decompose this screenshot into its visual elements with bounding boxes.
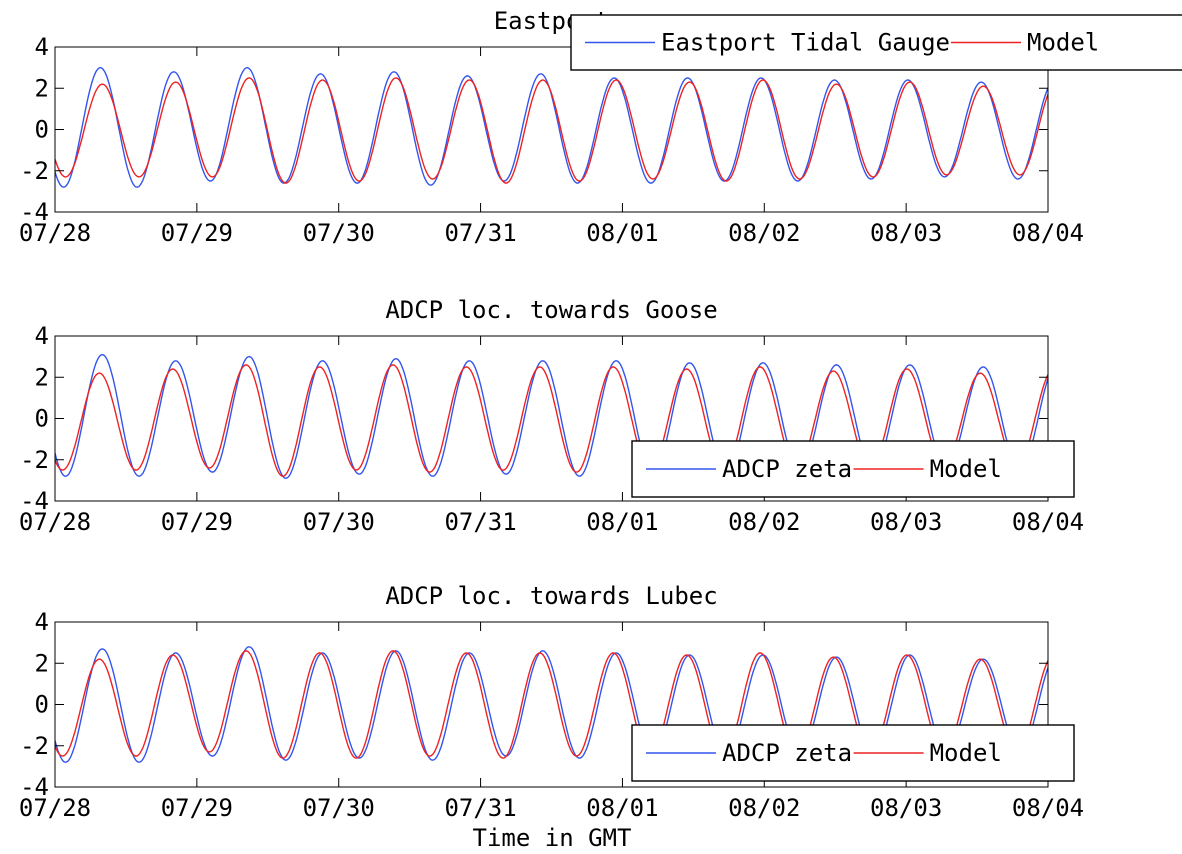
x-tick-label: 08/02 (728, 794, 800, 822)
subplot-3: ADCP loc. towards Lubec 4 2 0 -2 -407/28 07/29… (19, 582, 1084, 822)
legend-label: Eastport Tidal Gauge (661, 29, 950, 57)
x-tick-label: 07/29 (161, 508, 233, 536)
y-tick-label: 0 (35, 691, 49, 719)
series-line-model (55, 77, 1048, 184)
legend-label: Model (930, 455, 1002, 483)
y-tick-label: -4 (20, 198, 49, 226)
x-tick-label: 08/03 (870, 219, 942, 247)
y-tick-label: 2 (35, 363, 49, 391)
x-tick-label: 07/29 (161, 219, 233, 247)
x-tick-label: 08/01 (586, 508, 658, 536)
x-tick-label: 07/29 (161, 794, 233, 822)
x-axis-label: Time in GMT (473, 824, 632, 852)
x-tick-label: 07/31 (444, 219, 516, 247)
x-tick-label: 07/28 (19, 508, 91, 536)
legend-label: Model (930, 739, 1002, 767)
x-tick-label: 07/30 (303, 219, 375, 247)
x-tick-label: 07/31 (444, 794, 516, 822)
y-tick-label: 4 (35, 322, 49, 350)
x-tick-label: 07/31 (444, 508, 516, 536)
axes-box (54, 46, 1049, 213)
y-tick-label: -2 (20, 446, 49, 474)
y-tick-label: 2 (35, 74, 49, 102)
x-tick-label: 08/01 (586, 794, 658, 822)
plot-title: ADCP loc. towards Lubec (385, 582, 717, 610)
y-tick-label: 0 (35, 116, 49, 144)
y-tick-label: 4 (35, 608, 49, 636)
legend-box (570, 14, 1182, 71)
series-line-eastport-tidal-gauge (55, 66, 1048, 188)
x-tick-label: 08/04 (1012, 508, 1084, 536)
y-tick-label: -2 (20, 157, 49, 185)
legend-label: ADCP zeta (722, 455, 852, 483)
x-tick-label: 07/28 (19, 794, 91, 822)
x-tick-label: 07/30 (303, 508, 375, 536)
subplot-2: ADCP loc. towards Goose 4 2 0 -2 -407/28 07/29… (19, 296, 1084, 536)
x-tick-label: 07/28 (19, 219, 91, 247)
y-tick-label: 0 (35, 405, 49, 433)
legend-label: Model (1027, 29, 1099, 57)
legend: Eastport Tidal Gauge Model (570, 14, 1182, 71)
x-tick-label: 08/02 (728, 508, 800, 536)
legend-label: ADCP zeta (722, 739, 852, 767)
y-tick-label: 4 (35, 33, 49, 61)
x-tick-label: 08/03 (870, 508, 942, 536)
x-tick-label: 08/03 (870, 794, 942, 822)
legend: ADCP zeta Model (631, 440, 1075, 498)
legend: ADCP zeta Model (631, 724, 1075, 782)
plot-title: ADCP loc. towards Goose (385, 296, 717, 324)
x-tick-label: 08/02 (728, 219, 800, 247)
x-tick-label: 07/30 (303, 794, 375, 822)
y-tick-label: -4 (20, 773, 49, 801)
x-tick-label: 08/04 (1012, 794, 1084, 822)
y-tick-label: -4 (20, 487, 49, 515)
x-tick-label: 08/01 (586, 219, 658, 247)
x-tick-label: 08/04 (1012, 219, 1084, 247)
y-tick-label: 2 (35, 649, 49, 677)
y-tick-label: -2 (20, 732, 49, 760)
